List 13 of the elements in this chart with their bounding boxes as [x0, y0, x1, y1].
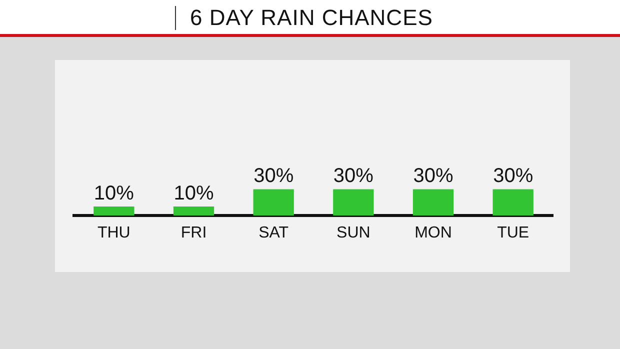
data-label: 10%: [94, 182, 134, 204]
data-label: 30%: [413, 165, 454, 188]
x-tick-label: SUN: [336, 224, 370, 242]
data-label: 10%: [174, 182, 214, 204]
x-tick-label: SAT: [258, 224, 289, 242]
chart-title: 6 DAY RAIN CHANCES: [190, 4, 433, 32]
data-label: 30%: [493, 165, 534, 188]
data-label: 30%: [333, 165, 374, 188]
x-tick-label: FRI: [180, 224, 207, 242]
data-label: 30%: [254, 165, 294, 188]
x-tick-label: MON: [414, 224, 452, 242]
x-tick-label: THU: [97, 224, 130, 242]
x-tick-label: TUE: [497, 224, 530, 242]
